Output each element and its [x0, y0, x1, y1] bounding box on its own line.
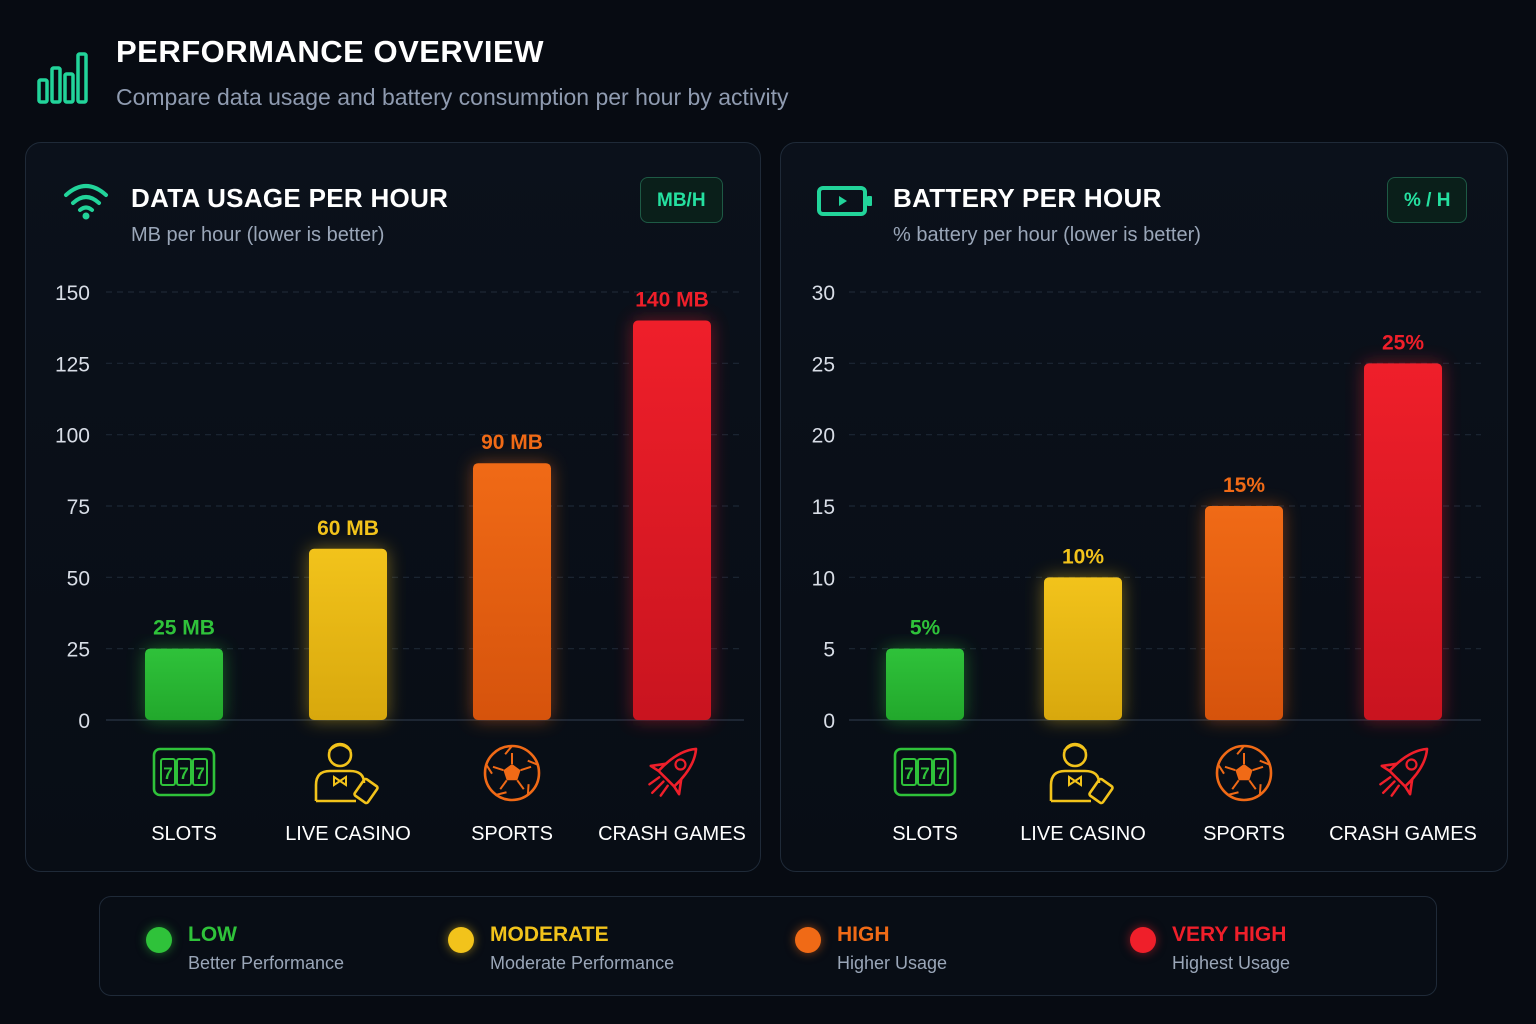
dealer-icon	[1049, 742, 1114, 805]
bar-value-label: 25%	[1382, 331, 1424, 354]
bar	[1205, 506, 1283, 720]
svg-text:7: 7	[936, 764, 945, 783]
legend-desc: Highest Usage	[1172, 953, 1291, 973]
category-label: SLOTS	[892, 823, 958, 845]
legend-dot	[448, 927, 474, 953]
category-label: SLOTS	[151, 823, 217, 845]
bar-value-label: 90 MB	[481, 431, 543, 454]
legend-label: HIGH	[837, 923, 890, 946]
legend: LOW Better Performance MODERATE Moderate…	[99, 896, 1437, 996]
legend-label: LOW	[188, 923, 237, 946]
wifi-icon	[64, 184, 108, 220]
bar	[1364, 363, 1442, 720]
data-chart-title: DATA USAGE PER HOUR	[131, 183, 449, 213]
y-tick-label: 10	[812, 567, 835, 590]
y-tick-label: 125	[55, 353, 90, 376]
category-label: SPORTS	[471, 823, 553, 845]
soccer-ball-icon	[1215, 744, 1273, 802]
y-tick-label: 0	[823, 710, 835, 733]
battery-icon	[817, 186, 872, 216]
y-tick-label: 30	[812, 282, 835, 305]
data-unit-badge: MB/H	[640, 177, 723, 223]
bar	[473, 463, 551, 720]
legend-desc: Moderate Performance	[490, 953, 675, 973]
bar	[1044, 577, 1122, 720]
bar-value-label: 10%	[1062, 545, 1104, 568]
legend-desc: Better Performance	[188, 953, 345, 973]
svg-text:7: 7	[904, 764, 913, 783]
page-title: PERFORMANCE OVERVIEW	[116, 34, 544, 69]
data-chart-subtitle: MB per hour (lower is better)	[131, 224, 385, 246]
data-usage-panel: DATA USAGE PER HOUR MB per hour (lower i…	[25, 142, 761, 872]
y-tick-label: 20	[812, 425, 835, 448]
bar-value-label: 5%	[910, 617, 941, 640]
bar-value-label: 15%	[1223, 474, 1265, 497]
page-header: PERFORMANCE OVERVIEW Compare data usage …	[36, 34, 789, 111]
svg-text:7: 7	[163, 764, 172, 783]
rocket-icon	[1379, 747, 1429, 797]
y-tick-label: 25	[67, 639, 90, 662]
bar-value-label: 140 MB	[635, 289, 709, 312]
category-label: CRASH GAMES	[1329, 823, 1477, 845]
rocket-icon	[648, 747, 698, 797]
category-label: CRASH GAMES	[598, 823, 746, 845]
battery-panel: BATTERY PER HOUR % battery per hour (low…	[780, 142, 1508, 872]
bar-value-label: 25 MB	[153, 617, 215, 640]
battery-chart-subtitle: % battery per hour (lower is better)	[893, 224, 1201, 246]
legend-label: MODERATE	[490, 923, 609, 946]
y-tick-label: 75	[67, 496, 90, 519]
legend-dot	[146, 927, 172, 953]
legend-desc: Higher Usage	[837, 953, 948, 973]
svg-text:7: 7	[179, 764, 188, 783]
dealer-icon	[314, 742, 379, 805]
bar	[145, 648, 223, 720]
legend-label: VERY HIGH	[1172, 923, 1287, 946]
y-tick-label: 0	[78, 710, 90, 733]
y-tick-label: 100	[55, 425, 90, 448]
category-label: LIVE CASINO	[285, 823, 411, 845]
svg-text:7: 7	[195, 764, 204, 783]
bar	[309, 548, 387, 720]
category-label: LIVE CASINO	[1020, 823, 1146, 845]
y-tick-label: 25	[812, 353, 835, 376]
bar-chart-icon	[37, 52, 88, 104]
y-tick-label: 50	[67, 567, 90, 590]
legend-dot	[1130, 927, 1156, 953]
bar	[633, 320, 711, 720]
svg-text:7: 7	[920, 764, 929, 783]
category-label: SPORTS	[1203, 823, 1285, 845]
battery-unit-badge: % / H	[1387, 177, 1468, 223]
soccer-ball-icon	[483, 744, 541, 802]
battery-chart-title: BATTERY PER HOUR	[893, 183, 1162, 213]
y-tick-label: 15	[812, 496, 835, 519]
bar-value-label: 60 MB	[317, 517, 379, 540]
legend-dot	[795, 927, 821, 953]
y-tick-label: 5	[823, 639, 835, 662]
page-subtitle: Compare data usage and battery consumpti…	[116, 84, 789, 110]
y-tick-label: 150	[55, 282, 90, 305]
bar	[886, 648, 964, 720]
